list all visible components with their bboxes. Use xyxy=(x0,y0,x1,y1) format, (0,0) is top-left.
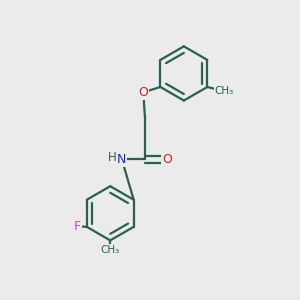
Text: N: N xyxy=(117,153,126,166)
Text: CH₃: CH₃ xyxy=(215,85,234,95)
Text: O: O xyxy=(138,86,148,99)
Text: F: F xyxy=(74,220,81,233)
Text: H: H xyxy=(107,151,116,164)
Text: CH₃: CH₃ xyxy=(100,245,120,255)
Text: O: O xyxy=(162,153,172,166)
